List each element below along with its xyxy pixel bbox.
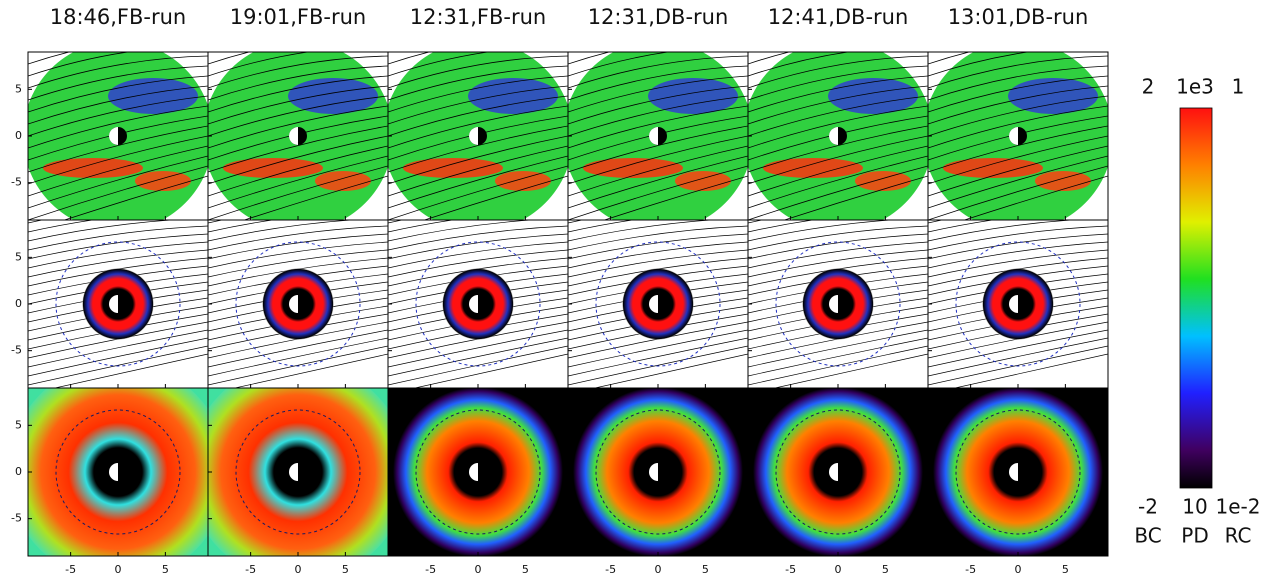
red-region bbox=[315, 171, 371, 191]
field-line bbox=[28, 26, 208, 52]
y-tick-label: 5 bbox=[15, 82, 22, 95]
y-tick-label: 0 bbox=[15, 297, 22, 310]
column-title: 12:31,DB-run bbox=[588, 5, 729, 29]
panel bbox=[8, 362, 228, 579]
y-tick-label: 0 bbox=[15, 465, 22, 478]
red-region bbox=[1035, 171, 1091, 191]
panel bbox=[563, 15, 753, 232]
column-title: 13:01,DB-run bbox=[948, 5, 1089, 29]
x-tick-label: 0 bbox=[115, 563, 122, 576]
panel bbox=[28, 194, 208, 394]
panel bbox=[743, 15, 933, 232]
x-tick-label: -5 bbox=[785, 563, 796, 576]
x-tick-label: -5 bbox=[65, 563, 76, 576]
blue-region bbox=[108, 78, 198, 114]
y-tick-label: -5 bbox=[11, 512, 22, 525]
x-tick-label: 5 bbox=[342, 563, 349, 576]
blue-region bbox=[1008, 78, 1098, 114]
red-region bbox=[763, 158, 863, 178]
red-region bbox=[135, 171, 191, 191]
field-line bbox=[748, 26, 928, 52]
column-title: 12:41,DB-run bbox=[768, 5, 909, 29]
x-tick-label: 0 bbox=[1015, 563, 1022, 576]
panel bbox=[188, 362, 408, 579]
panel bbox=[748, 194, 928, 394]
field-line bbox=[568, 26, 748, 52]
colorbar-label: 1e-2 bbox=[1216, 495, 1261, 519]
x-tick-label: 0 bbox=[475, 563, 482, 576]
y-tick-label: 5 bbox=[15, 418, 22, 431]
panel bbox=[923, 15, 1113, 232]
x-tick-label: 0 bbox=[295, 563, 302, 576]
x-tick-label: -5 bbox=[425, 563, 436, 576]
colorbar-label: 10 bbox=[1182, 495, 1207, 519]
x-tick-label: 5 bbox=[1062, 563, 1069, 576]
colorbar-label: BC bbox=[1134, 524, 1161, 548]
field-line bbox=[388, 26, 568, 52]
panel bbox=[748, 387, 928, 557]
x-tick-label: 5 bbox=[162, 563, 169, 576]
colorbar-label: RC bbox=[1225, 524, 1252, 548]
x-tick-label: 0 bbox=[835, 563, 842, 576]
colorbar-label: PD bbox=[1181, 524, 1208, 548]
field-line bbox=[928, 26, 1108, 52]
colorbar-label: 2 bbox=[1142, 75, 1155, 99]
column-title: 12:31,FB-run bbox=[410, 5, 547, 29]
panel bbox=[388, 194, 568, 394]
x-tick-label: -5 bbox=[245, 563, 256, 576]
colorbar-label: -2 bbox=[1138, 495, 1158, 519]
blue-region bbox=[828, 78, 918, 114]
x-tick-label: -5 bbox=[965, 563, 976, 576]
panel bbox=[928, 387, 1108, 557]
x-tick-label: -5 bbox=[605, 563, 616, 576]
x-tick-label: 5 bbox=[702, 563, 709, 576]
y-tick-label: -5 bbox=[11, 176, 22, 189]
blue-region bbox=[648, 78, 738, 114]
panel bbox=[203, 15, 393, 232]
column-title: 18:46,FB-run bbox=[50, 5, 187, 29]
colorbar-label: 1 bbox=[1232, 75, 1245, 99]
field-line bbox=[208, 26, 388, 52]
x-tick-label: 5 bbox=[882, 563, 889, 576]
y-tick-label: 5 bbox=[15, 250, 22, 263]
red-region bbox=[855, 171, 911, 191]
red-region bbox=[495, 171, 551, 191]
red-region bbox=[223, 158, 323, 178]
blue-region bbox=[288, 78, 378, 114]
colorbar bbox=[1180, 108, 1212, 488]
panel bbox=[383, 15, 573, 232]
red-region bbox=[43, 158, 143, 178]
x-tick-label: 0 bbox=[655, 563, 662, 576]
column-title: 19:01,FB-run bbox=[230, 5, 367, 29]
x-tick-label: 5 bbox=[522, 563, 529, 576]
red-region bbox=[675, 171, 731, 191]
y-tick-label: -5 bbox=[11, 344, 22, 357]
panel bbox=[568, 194, 748, 394]
blue-region bbox=[468, 78, 558, 114]
red-region bbox=[583, 158, 683, 178]
red-region bbox=[403, 158, 503, 178]
colorbar-label: 1e3 bbox=[1176, 75, 1214, 99]
panel bbox=[388, 387, 568, 557]
y-tick-label: 0 bbox=[15, 129, 22, 142]
red-region bbox=[943, 158, 1043, 178]
panel bbox=[928, 194, 1108, 394]
panel bbox=[568, 387, 748, 557]
panel bbox=[208, 194, 388, 394]
figure: 18:46,FB-run 5 0 -5 5 0 -5 5 0 -5 -5 0 5 19:01,FB-run… bbox=[0, 0, 1286, 579]
panel bbox=[23, 15, 213, 232]
